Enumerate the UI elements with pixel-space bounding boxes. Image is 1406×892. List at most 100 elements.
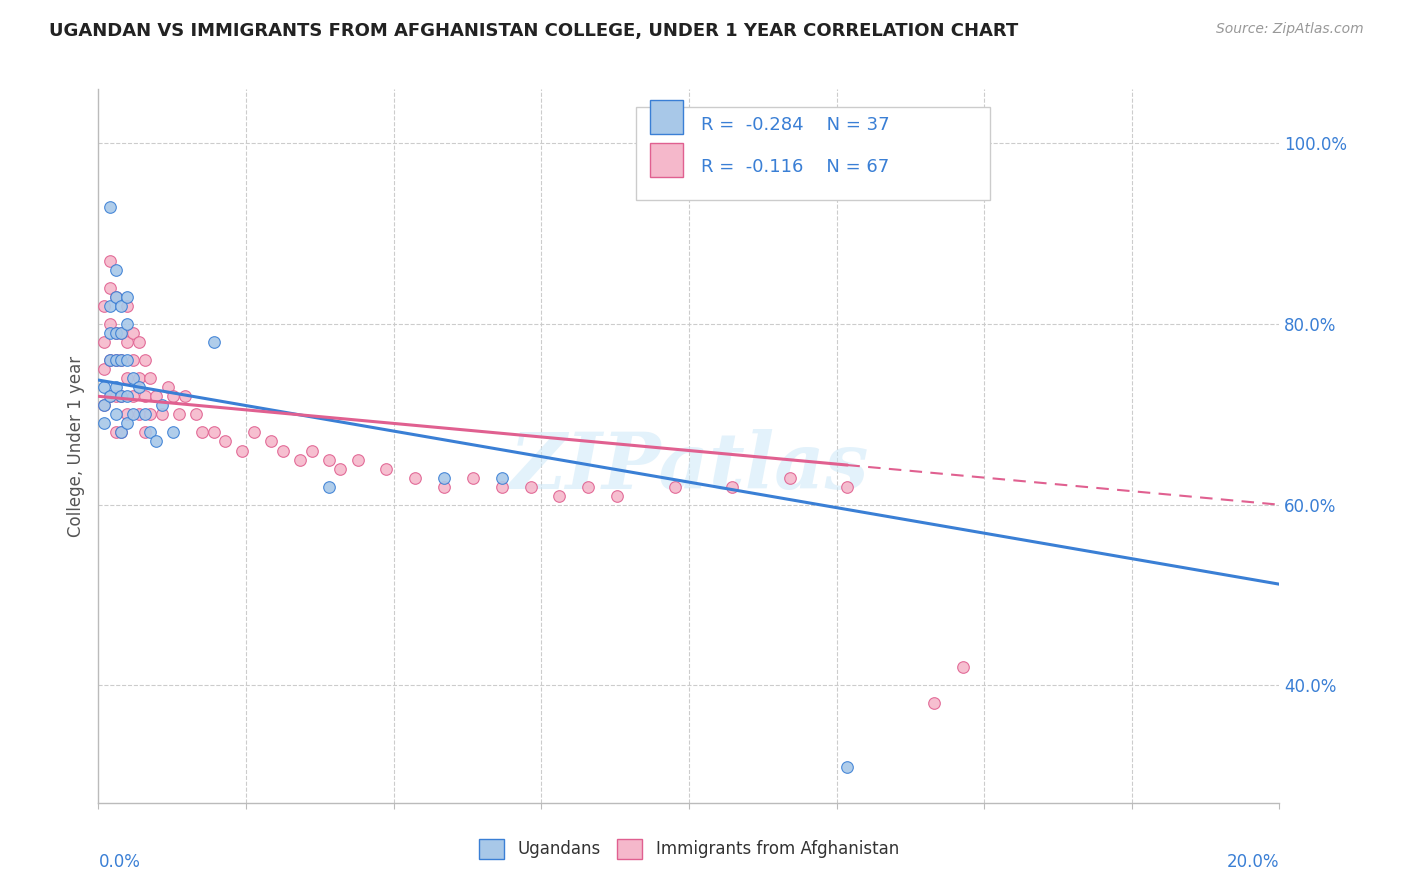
Point — [139, 408, 162, 422]
Point — [167, 408, 190, 422]
Point — [93, 398, 115, 412]
Point — [162, 425, 184, 440]
Point — [202, 335, 225, 350]
Point — [346, 452, 368, 467]
Point — [122, 408, 145, 422]
Point — [519, 480, 541, 494]
Point — [98, 299, 121, 313]
Point — [433, 470, 456, 484]
Text: UGANDAN VS IMMIGRANTS FROM AFGHANISTAN COLLEGE, UNDER 1 YEAR CORRELATION CHART: UGANDAN VS IMMIGRANTS FROM AFGHANISTAN C… — [49, 22, 1018, 40]
Point — [122, 371, 145, 385]
Point — [93, 417, 115, 431]
Text: 0.0%: 0.0% — [98, 853, 141, 871]
Point — [779, 470, 801, 484]
Point — [110, 326, 132, 340]
Point — [110, 425, 132, 440]
Point — [104, 326, 127, 340]
Point — [110, 353, 132, 368]
Point — [202, 425, 225, 440]
Point — [837, 480, 859, 494]
Point — [301, 443, 323, 458]
Point — [115, 335, 138, 350]
Point — [104, 353, 127, 368]
Point — [115, 317, 138, 331]
Point — [104, 263, 127, 277]
Point — [134, 408, 156, 422]
Point — [134, 425, 156, 440]
Point — [115, 389, 138, 403]
Point — [98, 281, 121, 295]
Point — [110, 299, 132, 313]
Point — [231, 443, 253, 458]
Point — [104, 389, 127, 403]
Point — [98, 389, 121, 403]
Point — [150, 398, 173, 412]
Point — [128, 408, 150, 422]
FancyBboxPatch shape — [650, 143, 683, 177]
Text: R =  -0.284    N = 37: R = -0.284 N = 37 — [700, 116, 890, 134]
Point — [110, 326, 132, 340]
Point — [461, 470, 484, 484]
Point — [128, 371, 150, 385]
Text: ZIPatlas: ZIPatlas — [509, 429, 869, 506]
Point — [491, 480, 513, 494]
Point — [98, 326, 121, 340]
Point — [93, 335, 115, 350]
Point — [93, 398, 115, 412]
Point — [115, 371, 138, 385]
Point — [115, 408, 138, 422]
Point — [93, 299, 115, 313]
Point — [110, 353, 132, 368]
Point — [98, 200, 121, 214]
Point — [214, 434, 236, 449]
Point — [98, 389, 121, 403]
Point — [98, 353, 121, 368]
Point — [576, 480, 599, 494]
Point — [186, 408, 208, 422]
Point — [318, 480, 340, 494]
Legend: Ugandans, Immigrants from Afghanistan: Ugandans, Immigrants from Afghanistan — [472, 832, 905, 866]
Point — [191, 425, 214, 440]
Point — [433, 480, 456, 494]
Point — [404, 470, 426, 484]
Point — [110, 389, 132, 403]
Point — [115, 417, 138, 431]
Point — [115, 299, 138, 313]
Point — [271, 443, 294, 458]
Point — [110, 425, 132, 440]
Point — [104, 408, 127, 422]
Point — [115, 290, 138, 304]
Point — [318, 452, 340, 467]
Point — [115, 353, 138, 368]
Point — [93, 362, 115, 376]
Point — [150, 408, 173, 422]
Point — [110, 389, 132, 403]
Point — [98, 353, 121, 368]
Point — [122, 353, 145, 368]
Text: Source: ZipAtlas.com: Source: ZipAtlas.com — [1216, 22, 1364, 37]
Point — [721, 480, 744, 494]
Point — [104, 290, 127, 304]
Point — [104, 290, 127, 304]
Point — [139, 371, 162, 385]
Point — [145, 434, 167, 449]
Point — [134, 353, 156, 368]
Point — [922, 697, 945, 711]
FancyBboxPatch shape — [636, 107, 990, 200]
Point — [93, 380, 115, 394]
Point — [837, 759, 859, 773]
Point — [952, 660, 974, 674]
Y-axis label: College, Under 1 year: College, Under 1 year — [66, 355, 84, 537]
Point — [128, 335, 150, 350]
Point — [606, 489, 628, 503]
Point — [173, 389, 195, 403]
Point — [145, 389, 167, 403]
Point — [243, 425, 266, 440]
Point — [128, 380, 150, 394]
Point — [104, 353, 127, 368]
Text: 20.0%: 20.0% — [1227, 853, 1279, 871]
Point — [122, 326, 145, 340]
Point — [122, 389, 145, 403]
Point — [139, 425, 162, 440]
Point — [491, 470, 513, 484]
